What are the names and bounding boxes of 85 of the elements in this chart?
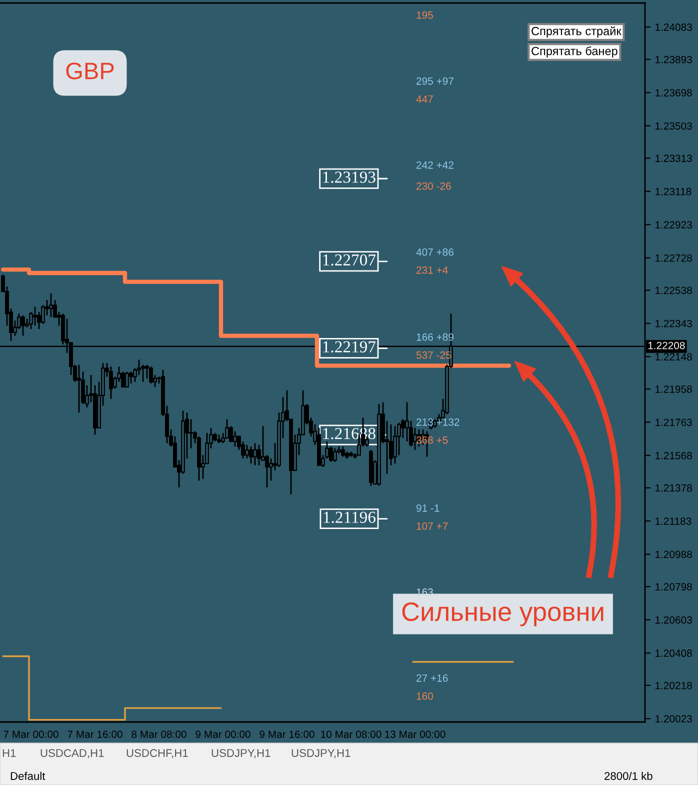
ref-line-label: 1.22707 — [323, 254, 376, 266]
ref-line-label: 1.21196 — [324, 512, 376, 524]
y-tick-label: 1.23313 — [656, 154, 692, 162]
y-tick-label: 1.23118 — [656, 188, 692, 196]
candlestick — [265, 454, 269, 488]
candlestick — [253, 442, 257, 466]
y-tick-label: 1.21378 — [656, 484, 692, 492]
text: 2800/1 kb — [604, 772, 652, 780]
candlestick — [77, 364, 81, 414]
annotation: 27 +16 — [416, 674, 448, 682]
candlestick — [333, 448, 337, 463]
y-tick-label: 1.20988 — [656, 550, 692, 558]
y-tick-label: 1.20023 — [656, 715, 692, 722]
y-tick-label: 1.22538 — [656, 286, 692, 294]
annotation: 160 — [416, 692, 433, 700]
y-tick-label: 1.24083 — [656, 24, 692, 31]
ref-line-label: 1.21688 — [323, 428, 376, 440]
y-tick-label: 1.21958 — [656, 385, 692, 393]
y-tick-label: 1.20218 — [656, 682, 692, 690]
y-tick-label: 1.21763 — [656, 418, 692, 426]
candlestick — [29, 311, 33, 330]
annotation: 230 -26 — [416, 182, 451, 190]
x-tick-label: 9 Mar 00:00 — [196, 730, 250, 738]
annotation: 407 +86 — [416, 248, 454, 256]
candlestick — [189, 418, 193, 449]
candlestick — [413, 427, 417, 451]
x-tick-label: 10 Mar 08:00 — [321, 730, 382, 738]
candlestick — [393, 425, 397, 464]
annotation: 107 +7 — [416, 522, 448, 530]
annotation: 242 +42 — [416, 161, 454, 169]
candlestick — [341, 446, 345, 458]
annotation: Сильные уровни — [402, 602, 604, 626]
candlestick — [249, 446, 253, 464]
text: H1 — [2, 749, 16, 757]
ref-line-label: 1.23193 — [323, 172, 376, 183]
candlestick — [109, 366, 113, 400]
annotation: Спрятать банер — [532, 46, 618, 58]
text: USDCAD,H1 — [40, 749, 104, 758]
text: USDJPY,H1 — [292, 749, 350, 758]
y-tick-label: 1.22343 — [656, 320, 692, 328]
candlestick — [49, 292, 53, 318]
candlestick — [125, 370, 129, 388]
candlestick — [129, 370, 133, 384]
candlestick — [145, 364, 149, 380]
candlestick — [229, 425, 233, 442]
y-tick-label: 1.22148 — [656, 353, 692, 360]
candlestick — [33, 306, 37, 326]
x-tick-label: 7 Mar 00:00 — [4, 730, 58, 738]
candlestick — [21, 314, 25, 337]
annotation: 231 +4 — [416, 266, 448, 274]
candlestick — [41, 304, 45, 325]
text: Default — [10, 772, 46, 780]
x-tick-label: 13 Mar 00:00 — [385, 730, 446, 738]
annotation: 368 +5 — [416, 436, 448, 444]
y-tick-label: 1.20798 — [656, 583, 692, 590]
candlestick — [225, 418, 229, 439]
candlestick — [121, 370, 125, 388]
candlestick — [233, 430, 237, 448]
y-tick-label: 1.23698 — [656, 89, 692, 96]
y-tick-label: 1.21568 — [656, 452, 692, 460]
candlestick — [329, 446, 333, 463]
ref-line-label: 1.22197 — [323, 341, 376, 353]
y-tick-label: 1.21183 — [656, 518, 692, 525]
x-tick-label: 9 Mar 16:00 — [260, 730, 314, 738]
text: USDJPY,H1 — [212, 749, 270, 758]
annotation: 295 +97 — [416, 77, 454, 85]
annotation: 195 — [416, 11, 433, 19]
y-tick-label: 1.22923 — [656, 221, 692, 228]
x-tick-label: 7 Mar 16:00 — [68, 730, 122, 738]
annotation: Спрятать страйк — [532, 26, 622, 38]
annotation: 447 — [416, 96, 433, 103]
annotation: 91 -1 — [416, 504, 440, 512]
candlestick — [245, 444, 249, 460]
candlestick — [405, 402, 409, 442]
text: GBP — [66, 62, 114, 80]
y-tick-label: 1.22728 — [656, 254, 692, 262]
x-tick-label: 8 Mar 08:00 — [132, 730, 186, 738]
text: USDCHF,H1 — [126, 749, 188, 758]
y-tick-label: 1.23503 — [656, 122, 692, 130]
candlestick — [149, 366, 153, 384]
annotation: 537 -25 — [416, 351, 451, 359]
ref-line-label: 1.22208 — [648, 342, 685, 350]
y-tick-label: 1.23893 — [656, 56, 692, 64]
y-tick-label: 1.20408 — [656, 650, 692, 657]
y-tick-label: 1.20603 — [656, 616, 692, 624]
